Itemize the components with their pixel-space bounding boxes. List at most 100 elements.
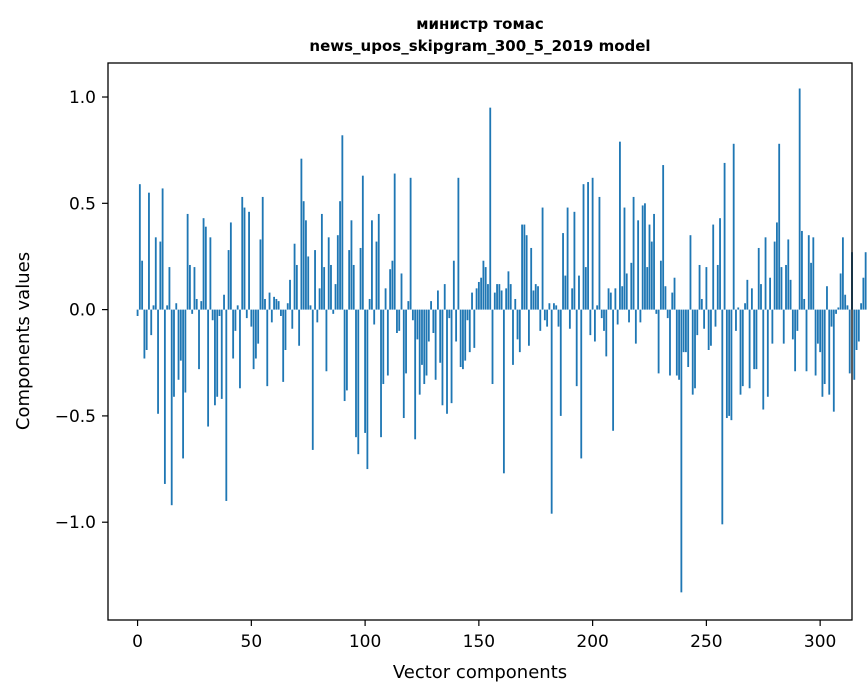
bar	[475, 288, 478, 310]
bar	[443, 284, 446, 310]
bar	[245, 309, 248, 319]
bar	[184, 309, 187, 393]
bar	[550, 309, 553, 514]
bar	[855, 309, 858, 350]
bar	[325, 309, 328, 372]
bar	[687, 309, 690, 368]
bar	[250, 309, 253, 327]
bar	[345, 309, 348, 391]
bar	[839, 273, 842, 310]
bar	[650, 241, 653, 310]
bar	[637, 220, 640, 310]
bar	[571, 288, 574, 310]
bar	[748, 309, 751, 389]
bar	[154, 237, 157, 310]
plot-frame	[107, 62, 853, 621]
bar	[214, 309, 216, 406]
bar	[477, 281, 480, 310]
bar	[641, 205, 644, 310]
bar	[225, 309, 228, 501]
bar	[698, 264, 701, 310]
bar	[644, 203, 646, 310]
bar	[812, 237, 815, 310]
x-tick-label: 150	[463, 632, 495, 652]
bar	[853, 309, 856, 380]
bar	[707, 309, 710, 350]
y-tick-label: 1.0	[69, 88, 96, 108]
bar	[600, 309, 603, 319]
bar	[248, 211, 250, 310]
bar	[193, 267, 196, 310]
bar	[434, 309, 437, 380]
bar	[327, 237, 330, 310]
x-tick-label: 0	[132, 632, 143, 652]
bar	[553, 303, 555, 310]
bar	[528, 309, 530, 346]
bar	[259, 239, 262, 310]
bar	[302, 201, 305, 310]
bar	[368, 298, 371, 310]
bar	[491, 309, 494, 385]
bar	[721, 309, 724, 525]
bar	[439, 309, 442, 363]
bar	[646, 267, 649, 310]
bar	[457, 177, 460, 310]
bar	[384, 288, 387, 310]
bar	[484, 267, 487, 310]
bar	[762, 309, 765, 410]
bar	[639, 309, 642, 323]
bar	[236, 305, 239, 310]
bar	[787, 239, 790, 310]
bar	[844, 294, 847, 310]
bar	[309, 305, 312, 310]
bar	[568, 309, 571, 329]
bar	[182, 309, 184, 459]
bar	[291, 309, 294, 329]
bar	[189, 264, 191, 310]
bar	[566, 207, 569, 310]
bar	[648, 224, 651, 310]
bar	[432, 309, 435, 333]
bar	[562, 233, 564, 310]
bar	[710, 309, 712, 346]
bar	[591, 177, 594, 310]
y-axis-label: Components values	[13, 252, 34, 430]
bar	[623, 207, 626, 310]
bar	[373, 309, 376, 325]
bar	[803, 298, 806, 310]
bar	[450, 309, 453, 404]
bar	[657, 309, 660, 374]
bar	[798, 88, 801, 310]
bar	[168, 267, 171, 310]
bar	[655, 309, 658, 314]
bar	[268, 292, 271, 310]
bar	[496, 284, 498, 310]
bar	[141, 260, 144, 310]
bar	[336, 235, 339, 310]
bar	[578, 275, 580, 310]
bar	[857, 309, 860, 342]
bar	[138, 184, 141, 310]
bar	[300, 158, 303, 310]
bar	[452, 260, 455, 310]
bar	[409, 177, 412, 310]
bar	[673, 277, 676, 310]
bar	[634, 309, 637, 344]
bar	[530, 247, 533, 310]
bar	[398, 309, 401, 331]
x-tick-label: 100	[349, 632, 381, 652]
bar	[564, 275, 567, 310]
bar	[739, 309, 742, 395]
bar	[671, 292, 674, 310]
bar	[771, 309, 774, 344]
bar	[605, 309, 608, 357]
bar	[778, 143, 781, 310]
bar	[264, 298, 266, 310]
bar	[223, 294, 225, 310]
y-tick-label: 0.0	[69, 301, 96, 321]
bar	[785, 264, 787, 310]
bar	[821, 309, 824, 397]
bar	[198, 309, 200, 370]
bar	[175, 303, 178, 310]
bar	[266, 309, 269, 387]
